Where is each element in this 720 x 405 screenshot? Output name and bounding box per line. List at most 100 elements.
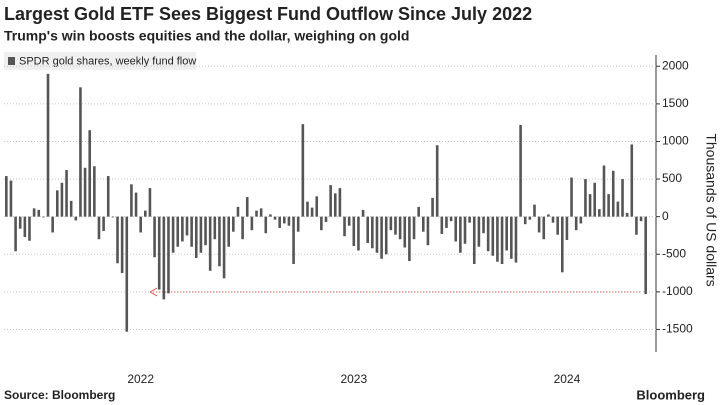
bar [584,179,587,217]
x-tick-label: 2023 [340,372,367,386]
bar [426,216,430,246]
bar [449,216,453,222]
bar [329,185,332,217]
bar [435,145,439,217]
bar [125,216,129,332]
y-tick-label: 500 [662,171,682,185]
bar [162,216,166,300]
bar [523,216,527,225]
bar [292,216,295,265]
bar [639,216,643,222]
bar [278,216,281,228]
bar [621,179,624,217]
bar [412,216,416,240]
bar [533,204,536,217]
bar [338,188,342,217]
legend-box [4,52,196,70]
bar [134,192,138,217]
bar [607,194,610,217]
bar [310,207,314,217]
bar [565,216,569,240]
bar [403,216,407,248]
bar [88,130,92,217]
bar [93,166,96,217]
bar [51,216,54,233]
bar [482,216,485,234]
bar [181,216,184,242]
bar [250,216,254,231]
bar [194,216,198,259]
bar [32,208,36,217]
bar [510,216,513,259]
bar [598,209,601,217]
bar [232,216,235,232]
chart-subtitle: Trump's win boosts equities and the doll… [4,28,409,44]
bar [389,216,393,231]
bar [23,216,27,237]
bar [496,216,499,262]
bar [130,184,133,217]
bar [287,216,291,226]
bar [421,216,425,232]
bar [602,165,606,217]
bar [398,216,402,240]
bar [588,194,592,217]
bar [190,216,193,247]
bar [273,216,277,220]
bar [472,216,476,265]
y-tick-label: 2000 [662,58,689,72]
bar [324,216,328,222]
bar [264,216,268,234]
bar [301,124,305,217]
y-axis-label: Thousands of US dollars [703,133,719,286]
bar [74,216,78,221]
bar [106,176,110,217]
bar [320,216,323,231]
bar [245,197,249,217]
bar [347,216,351,226]
source: Source: Bloomberg [4,388,115,402]
bar [28,216,31,241]
bar [269,214,272,217]
bar [408,216,411,262]
bar [199,216,203,253]
bar [204,216,207,246]
bar [148,188,152,217]
bar [417,206,420,217]
bar [83,167,87,217]
bar [97,216,101,240]
bar [227,216,231,247]
bar [528,216,532,220]
bar [46,73,50,217]
bar [570,177,573,217]
bar [14,216,17,252]
bar [60,182,64,217]
bar [431,197,434,217]
bar [283,216,286,224]
bar [222,216,226,279]
bar [116,216,119,264]
bar [519,124,522,217]
bar [371,216,374,249]
bar [167,216,170,294]
bar [505,216,508,251]
bar [542,216,546,240]
bar [366,216,369,243]
legend-label: SPDR gold shares, weekly fund flow [19,55,196,67]
bar [537,216,541,233]
bar [574,216,578,231]
x-tick-label: 2024 [554,372,581,386]
y-tick-label: 1000 [662,134,689,148]
bar [560,216,564,273]
bar [55,190,59,217]
bar [556,216,559,235]
bar [477,216,481,247]
bar [357,216,360,251]
bar [213,216,217,240]
bar [375,216,379,253]
bar [394,216,397,235]
bar [491,216,495,256]
bar [139,216,142,233]
bar [259,208,263,217]
